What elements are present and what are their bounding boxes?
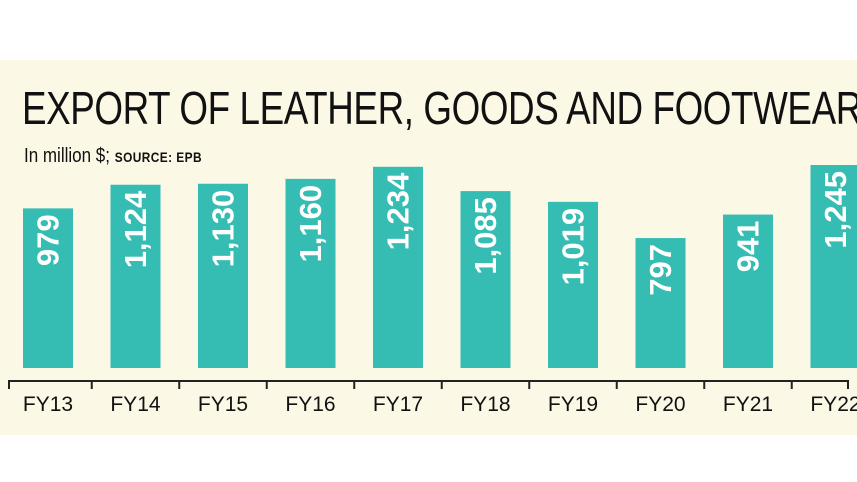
bar-fy14 bbox=[110, 184, 161, 368]
tick-label-fy13: FY13 bbox=[23, 393, 73, 416]
bar-fy16 bbox=[285, 178, 336, 368]
bar-fy20 bbox=[635, 238, 686, 368]
value-label-fy14: 1,124 bbox=[118, 190, 153, 268]
tick-label-fy22: FY22 bbox=[810, 393, 857, 416]
value-label-fy21: 941 bbox=[731, 221, 766, 273]
bar-fy15 bbox=[198, 183, 248, 368]
bar-fy22 bbox=[810, 165, 857, 368]
tick-label-fy15: FY15 bbox=[198, 393, 248, 416]
tick-label-fy19: FY19 bbox=[548, 393, 598, 416]
tick-label-fy16: FY16 bbox=[285, 393, 335, 416]
bars-group: 979 1,124 1,130 1,160 1,234 1,085 1,019 797 941 1… bbox=[23, 165, 857, 368]
value-label-fy16: 1,160 bbox=[293, 185, 328, 263]
chart-subtitle: In million $; SOURCE: EPB bbox=[24, 144, 202, 169]
tick-label-fy17: FY17 bbox=[373, 393, 423, 416]
tick-label-fy20: FY20 bbox=[635, 393, 685, 416]
x-axis: FY13 FY14 FY15 FY16 FY17 FY18 FY19 FY20 FY21 FY22 bbox=[8, 380, 857, 416]
value-label-fy20: 797 bbox=[643, 244, 678, 296]
tick-label-fy21: FY21 bbox=[723, 393, 773, 416]
value-label-fy19: 1,019 bbox=[556, 208, 591, 286]
value-label-fy15: 1,130 bbox=[206, 190, 241, 268]
bar-fy18 bbox=[460, 191, 511, 368]
tick-label-fy14: FY14 bbox=[110, 393, 161, 416]
value-label-fy22: 1,245 bbox=[818, 171, 853, 249]
source-label: SOURCE: EPB bbox=[114, 149, 203, 165]
value-label-fy13: 979 bbox=[31, 214, 66, 266]
value-label-fy17: 1,234 bbox=[381, 172, 416, 250]
bar-fy17 bbox=[373, 166, 423, 368]
unit-label: In million $; bbox=[24, 145, 110, 167]
bar-fy13 bbox=[23, 208, 73, 368]
value-label-fy18: 1,085 bbox=[468, 197, 503, 275]
chart-title: EXPORT OF LEATHER, GOODS AND FOOTWEAR bbox=[22, 82, 857, 134]
tick-label-fy18: FY18 bbox=[460, 393, 510, 416]
bar-fy19 bbox=[548, 201, 598, 368]
bar-fy21 bbox=[723, 214, 773, 368]
